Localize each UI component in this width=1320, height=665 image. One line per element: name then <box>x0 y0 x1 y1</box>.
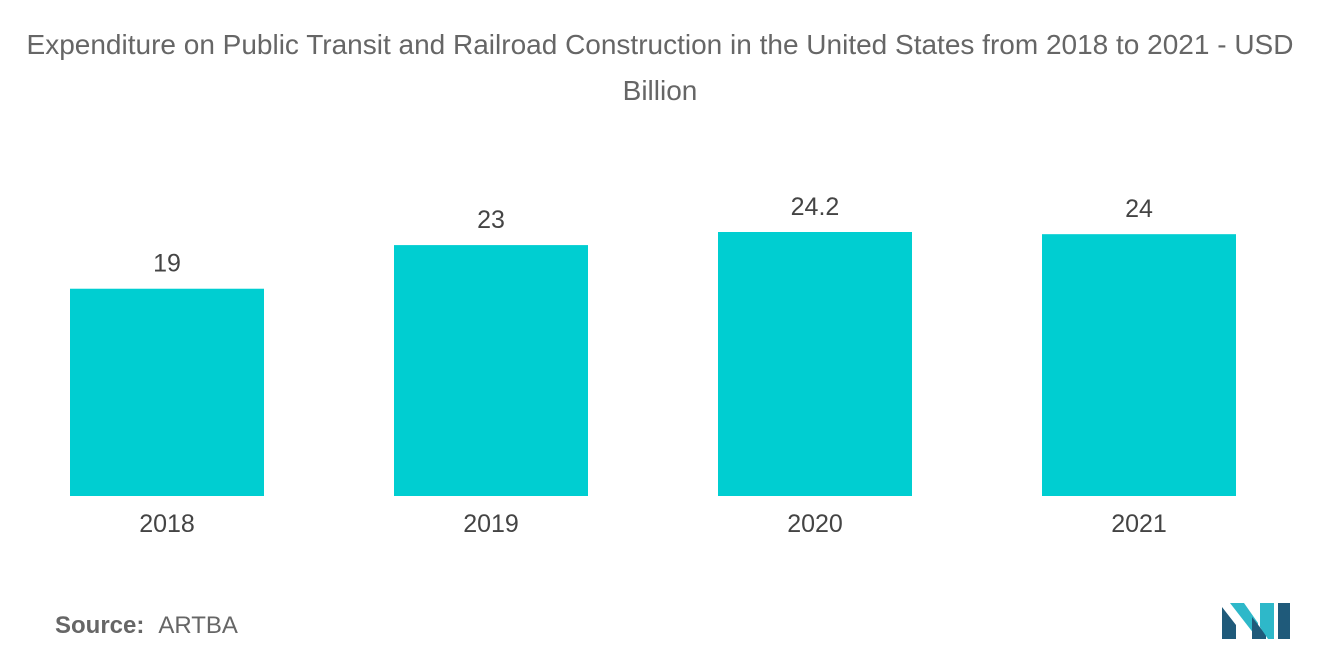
chart-title: Expenditure on Public Transit and Railro… <box>26 29 1294 106</box>
value-label-2021: 24 <box>1125 195 1153 223</box>
source-value: ARTBA <box>158 612 238 639</box>
source-label: Source: <box>55 612 145 639</box>
source-note: Source: ARTBA <box>55 612 238 640</box>
x-tick-label-2019: 2019 <box>463 510 519 538</box>
x-tick-label-2020: 2020 <box>787 510 843 538</box>
bar-2020 <box>718 232 912 496</box>
x-tick-label-2018: 2018 <box>139 510 195 538</box>
bar-2019 <box>394 245 588 496</box>
x-tick-label-2021: 2021 <box>1111 510 1167 538</box>
x-tick-labels-group: 2018 2019 2020 2021 <box>139 510 1167 538</box>
value-label-2018: 19 <box>153 250 181 278</box>
mordor-intelligence-logo-icon <box>1222 603 1290 639</box>
value-labels-group: 19 23 24.2 24 <box>153 193 1153 278</box>
bar-2018 <box>70 288 264 496</box>
bars-group <box>70 232 1236 496</box>
bar-2021 <box>1042 234 1236 496</box>
bar-chart: 19 23 24.2 24 2018 2019 2020 2021 <box>70 193 1236 538</box>
value-label-2020: 24.2 <box>791 193 840 221</box>
value-label-2019: 23 <box>477 206 505 234</box>
